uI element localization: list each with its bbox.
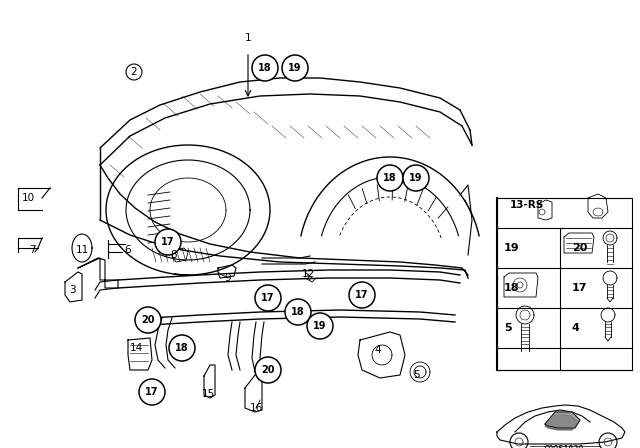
Circle shape [285,299,311,325]
Text: 18: 18 [383,173,397,183]
Text: 18: 18 [504,283,520,293]
Text: 12: 12 [301,269,315,279]
Text: 19: 19 [409,173,423,183]
Text: 19: 19 [504,243,520,253]
Circle shape [349,282,375,308]
Text: 18: 18 [258,63,272,73]
Text: 4: 4 [572,323,580,333]
Text: 1: 1 [244,33,252,43]
Text: 20: 20 [572,243,588,253]
Text: 8: 8 [171,250,177,260]
Circle shape [252,55,278,81]
Circle shape [139,379,165,405]
Text: 17: 17 [145,387,159,397]
Text: 7: 7 [29,245,35,255]
Circle shape [377,165,403,191]
Polygon shape [545,415,578,430]
Text: 13-RS: 13-RS [510,200,544,210]
Circle shape [255,357,281,383]
Polygon shape [545,412,580,428]
Text: 17: 17 [261,293,275,303]
Circle shape [282,55,308,81]
Text: 20: 20 [141,315,155,325]
Text: 14: 14 [129,343,143,353]
Text: 5: 5 [504,323,511,333]
Text: 18: 18 [291,307,305,317]
Text: C0051820: C0051820 [544,445,584,448]
Circle shape [255,285,281,311]
Text: 16: 16 [250,403,262,413]
Text: 2: 2 [131,67,138,77]
Circle shape [135,307,161,333]
Text: 4: 4 [374,345,381,355]
Text: 11: 11 [76,245,88,255]
Text: 15: 15 [202,389,214,399]
Text: 19: 19 [313,321,327,331]
Circle shape [403,165,429,191]
Text: 17: 17 [161,237,175,247]
Circle shape [169,335,195,361]
Text: 5: 5 [413,370,419,380]
Text: 9: 9 [225,273,231,283]
Text: 3: 3 [68,285,76,295]
Text: 18: 18 [175,343,189,353]
Circle shape [155,229,181,255]
Text: 17: 17 [355,290,369,300]
Text: 6: 6 [125,245,131,255]
Text: 19: 19 [288,63,301,73]
Text: 10: 10 [21,193,35,203]
Circle shape [307,313,333,339]
Text: 17: 17 [572,283,588,293]
Text: 20: 20 [261,365,275,375]
